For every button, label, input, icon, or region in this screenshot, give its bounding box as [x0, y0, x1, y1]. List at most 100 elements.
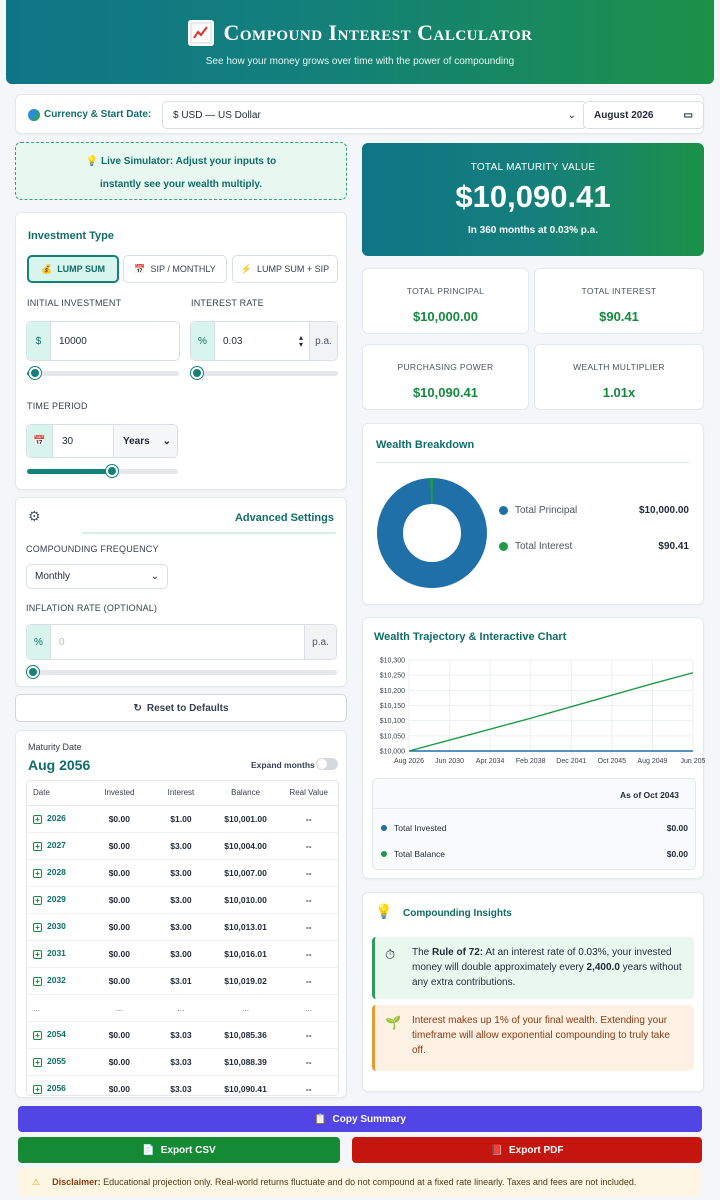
- inflation-rate-field[interactable]: % 0 p.a.: [26, 624, 337, 660]
- advanced-settings-title[interactable]: Advanced Settings: [234, 512, 334, 524]
- spinner-icon[interactable]: ▴ ▾: [298, 333, 303, 349]
- row-year-cell: +2027: [27, 832, 89, 860]
- x-tick-label: Dec 2041: [556, 758, 586, 765]
- copy-summary-button[interactable]: 📋 Copy Summary: [18, 1106, 702, 1132]
- row-year-cell: +2055: [27, 1048, 89, 1076]
- row-cell: $10,088.39: [211, 1048, 280, 1076]
- table-row[interactable]: +2056 $0.00 $3.03 $10,090.41 --: [27, 1075, 338, 1095]
- time-period-field[interactable]: 📅 30 Years ⌄: [26, 424, 178, 458]
- expand-row-icon[interactable]: +: [33, 1030, 42, 1040]
- row-cell: $3.01: [150, 967, 212, 995]
- column-header: Real Value: [279, 781, 338, 806]
- row-cell: $3.03: [150, 1021, 212, 1049]
- tab-lump-sum-sip[interactable]: ⚡ LUMP SUM + SIP: [232, 255, 338, 283]
- maturity-date-label: Maturity Date: [28, 742, 82, 752]
- compounding-frequency-select[interactable]: Monthly ⌄: [26, 564, 168, 589]
- globe-icon: [28, 109, 40, 121]
- expand-row-icon[interactable]: +: [33, 922, 42, 932]
- legend-value: $10,000.00: [638, 505, 689, 516]
- table-row[interactable]: +2026 $0.00 $1.00 $10,001.00 --: [27, 805, 338, 833]
- row-cell: $3.00: [150, 832, 212, 860]
- table-row[interactable]: +2027 $0.00 $3.00 $10,004.00 --: [27, 832, 338, 860]
- row-cell: $3.00: [150, 913, 212, 941]
- table-row[interactable]: +2054 $0.00 $3.03 $10,085.36 --: [27, 1021, 338, 1049]
- expand-row-icon[interactable]: +: [33, 868, 42, 878]
- row-cell: $0.00: [88, 832, 151, 860]
- currency-select[interactable]: $ USD — US Dollar ⌄: [162, 101, 587, 129]
- reset-label: Reset to Defaults: [146, 702, 229, 714]
- gear-icon[interactable]: ⚙: [28, 508, 41, 524]
- row-cell: --: [279, 940, 338, 968]
- expand-row-icon[interactable]: +: [33, 814, 42, 824]
- dollar-prefix: $: [27, 322, 51, 360]
- interest-rate-field[interactable]: % 0.03 ▴ ▾ p.a.: [190, 321, 338, 361]
- column-header: Interest: [150, 781, 212, 806]
- row-cell: $0.00: [88, 1021, 151, 1049]
- row-cell: $3.00: [150, 886, 212, 914]
- row-year: 2056: [47, 1083, 66, 1094]
- maturity-value: $10,090.41: [455, 179, 611, 214]
- row-year: 2030: [47, 921, 66, 932]
- x-tick-label: Jun 205: [681, 758, 705, 765]
- warning-icon: ⚠: [32, 1176, 41, 1187]
- insights-title: Compounding Insights: [403, 908, 512, 919]
- table-row[interactable]: +2028 $0.00 $3.00 $10,007.00 --: [27, 859, 338, 887]
- table-row[interactable]: +2029 $0.00 $3.00 $10,010.00 --: [27, 886, 338, 914]
- y-tick-label: $10,000: [380, 749, 405, 756]
- legend-interest: Total Interest $90.41: [499, 541, 689, 552]
- interest-rate-label: INTEREST RATE: [191, 298, 264, 308]
- inflation-rate-slider[interactable]: [27, 666, 337, 678]
- slider-handle[interactable]: [105, 465, 118, 477]
- y-tick-label: $10,250: [380, 673, 405, 680]
- advanced-settings-card: ⚙ Advanced Settings COMPOUNDING FREQUENC…: [15, 497, 347, 687]
- app-subtitle: See how your money grows over time with …: [205, 56, 515, 67]
- breakdown-divider: [376, 462, 690, 463]
- expand-row-icon[interactable]: +: [33, 895, 42, 905]
- tab-lump-sum[interactable]: 💰 LUMP SUM: [27, 255, 119, 283]
- time-period-slider[interactable]: [27, 465, 178, 477]
- row-cell: $0.00: [88, 805, 151, 833]
- row-cell: $10,019.02: [211, 967, 280, 995]
- tab-sip-monthly[interactable]: 📅 SIP / MONTHLY: [123, 255, 227, 283]
- expand-row-icon[interactable]: +: [33, 1084, 42, 1094]
- stat-wealth-multiplier: WEALTH MULTIPLIER 1.01x: [534, 344, 704, 410]
- table-row[interactable]: +2055 $0.00 $3.03 $10,088.39 --: [27, 1048, 338, 1076]
- initial-investment-label: INITIAL INVESTMENT: [27, 298, 122, 308]
- column-header: Date: [27, 781, 89, 806]
- initial-investment-slider[interactable]: [27, 367, 179, 379]
- slider-handle[interactable]: [191, 367, 203, 379]
- expand-row-icon[interactable]: +: [33, 976, 42, 986]
- lightbulb-icon: 💡: [375, 903, 393, 919]
- rule72-years: 2,400.0: [586, 962, 620, 973]
- expand-row-icon[interactable]: +: [33, 841, 42, 851]
- currency-select-value: $ USD — US Dollar: [173, 109, 261, 121]
- interest-rate-value: 0.03: [223, 335, 243, 347]
- simulator-note-line2: instantly see your wealth multiply.: [99, 179, 263, 190]
- table-row[interactable]: +2030 $0.00 $3.00 $10,013.01 --: [27, 913, 338, 941]
- row-cell: ...: [211, 994, 280, 1022]
- slider-handle[interactable]: [27, 666, 39, 678]
- wealth-trajectory-chart[interactable]: $10,300 $10,250 $10,200 $10,150 $10,100 $10,0…: [363, 648, 705, 768]
- file-icon: 📄: [142, 1144, 155, 1156]
- time-unit-select[interactable]: Years ⌄: [113, 425, 177, 457]
- expand-row-icon[interactable]: +: [33, 949, 42, 959]
- slider-handle[interactable]: [28, 367, 41, 379]
- table-row[interactable]: +2032 $0.00 $3.01 $10,019.02 --: [27, 967, 338, 995]
- expand-months-toggle[interactable]: [316, 758, 338, 770]
- row-year-cell: +2026: [27, 805, 89, 833]
- expand-row-icon[interactable]: +: [33, 1057, 42, 1067]
- tooltip-row-invested: Total Invested $0.00: [381, 823, 688, 833]
- reset-button[interactable]: ↻ Reset to Defaults: [15, 694, 347, 722]
- legend-dot: [499, 506, 508, 515]
- interest-rate-slider[interactable]: [191, 367, 338, 379]
- row-cell: --: [279, 886, 338, 914]
- start-date-input[interactable]: August 2026 ▭: [583, 101, 704, 129]
- initial-investment-field[interactable]: $ 10000: [26, 321, 180, 361]
- table-row[interactable]: +2031 $0.00 $3.00 $10,016.01 --: [27, 940, 338, 968]
- row-year: 2027: [47, 840, 66, 851]
- export-csv-button[interactable]: 📄 Export CSV: [18, 1137, 340, 1163]
- copy-summary-label: Copy Summary: [332, 1113, 406, 1125]
- chevron-down-icon: ⌄: [162, 435, 171, 447]
- row-year: ...: [33, 1002, 41, 1013]
- export-pdf-button[interactable]: 📕 Export PDF: [352, 1137, 702, 1163]
